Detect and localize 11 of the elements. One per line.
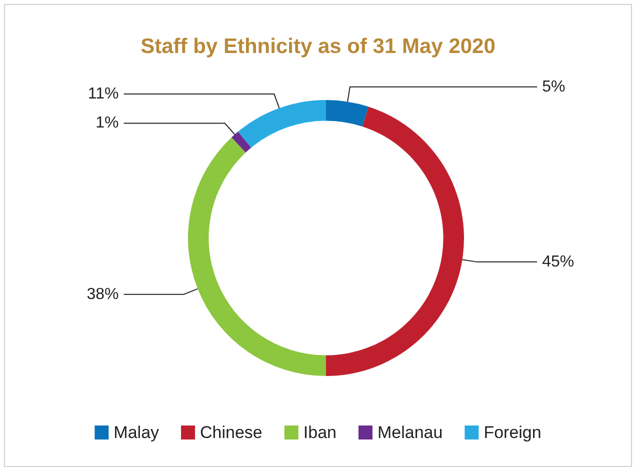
data-label: 11% xyxy=(88,86,119,103)
chart-title: Staff by Ethnicity as of 31 May 2020 xyxy=(140,35,496,58)
data-label: 5% xyxy=(542,78,566,96)
data-label: 1% xyxy=(96,114,119,132)
data-label: 38% xyxy=(86,286,119,303)
legend-label: Malay xyxy=(114,423,160,442)
legend-label: Foreign xyxy=(484,423,542,442)
legend-label: Chinese xyxy=(200,423,262,442)
data-label: 45% xyxy=(542,253,574,270)
legend-label: Iban xyxy=(303,423,336,442)
legend-label: Melanau xyxy=(377,423,443,442)
